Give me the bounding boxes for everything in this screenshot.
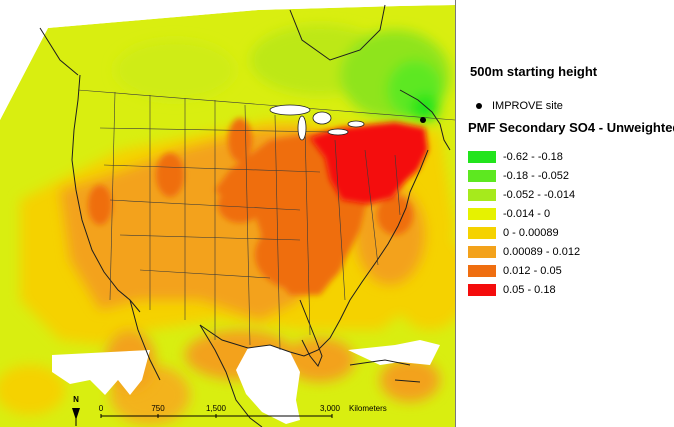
improve-site-marker[interactable]	[420, 117, 426, 123]
pacific-coastline	[71, 74, 141, 313]
legend-item: -0.18 - -0.052	[468, 166, 580, 185]
legend-swatch	[468, 245, 496, 258]
state-boundaries	[77, 89, 455, 351]
newfoundland-coast	[399, 89, 451, 151]
legend-label: 0.05 - 0.18	[503, 283, 556, 296]
canada-coastline	[39, 27, 79, 76]
legend-label: -0.052 - -0.014	[503, 188, 576, 201]
legend-item: -0.052 - -0.014	[468, 185, 580, 204]
legend-label: 0 - 0.00089	[503, 226, 559, 239]
legend-item: 0.00089 - 0.012	[468, 242, 580, 261]
mexico-coastline	[199, 324, 263, 427]
legend-item: -0.62 - -0.18	[468, 147, 580, 166]
legend-label: -0.62 - -0.18	[503, 150, 563, 163]
legend-swatch	[468, 264, 496, 277]
legend-item: 0 - 0.00089	[468, 223, 580, 242]
north-arrow: N	[72, 395, 80, 426]
scale-tick-0: 0	[99, 404, 104, 413]
concentration-map[interactable]: N 0 750 1,500 3,000 Kilometers	[0, 0, 456, 427]
legend-swatch	[468, 283, 496, 296]
scale-bar: 0 750 1,500 3,000 Kilometers	[99, 404, 387, 418]
site-legend-label: IMPROVE site	[492, 100, 563, 112]
legend-swatch	[468, 188, 496, 201]
site-dot-icon	[476, 103, 482, 109]
legend-swatch	[468, 169, 496, 182]
hudson-bay-coast	[289, 4, 386, 61]
legend-swatch	[468, 226, 496, 239]
legend-item: 0.05 - 0.18	[468, 280, 580, 299]
green-zones	[115, 25, 450, 122]
great-lakes	[269, 104, 365, 141]
legend-swatch	[468, 150, 496, 163]
layer-title: PMF Secondary SO4 - Unweighted	[468, 120, 674, 135]
baja-peninsula	[129, 299, 161, 381]
map-panel[interactable]: N 0 750 1,500 3,000 Kilometers	[0, 0, 456, 427]
scale-tick-750: 750	[151, 404, 165, 413]
legend-swatch	[468, 207, 496, 220]
scale-tick-3000: 3,000	[320, 404, 341, 413]
florida-peninsula	[299, 299, 323, 367]
legend-class-list: -0.62 - -0.18 -0.18 - -0.052 -0.052 - -0.0…	[468, 147, 580, 299]
north-label: N	[73, 395, 79, 404]
no-data-regions	[0, 0, 456, 424]
legend-label: -0.18 - -0.052	[503, 169, 570, 182]
legend-label: 0.012 - 0.05	[503, 264, 562, 277]
legend-item: -0.014 - 0	[468, 204, 580, 223]
coastlines	[39, 4, 451, 427]
scale-tick-1500: 1,500	[206, 404, 227, 413]
legend-label: -0.014 - 0	[503, 207, 551, 220]
scale-units: Kilometers	[349, 404, 387, 413]
legend-panel: 500m starting height IMPROVE site PMF Se…	[458, 0, 674, 427]
legend-label: 0.00089 - 0.012	[503, 245, 581, 258]
gulf-coastline	[199, 149, 429, 357]
improve-site-legend: IMPROVE site	[476, 99, 563, 113]
caribbean-islands	[349, 359, 421, 383]
legend-item: 0.012 - 0.05	[468, 261, 580, 280]
zone-red	[310, 122, 428, 204]
starting-height-title: 500m starting height	[470, 64, 598, 79]
